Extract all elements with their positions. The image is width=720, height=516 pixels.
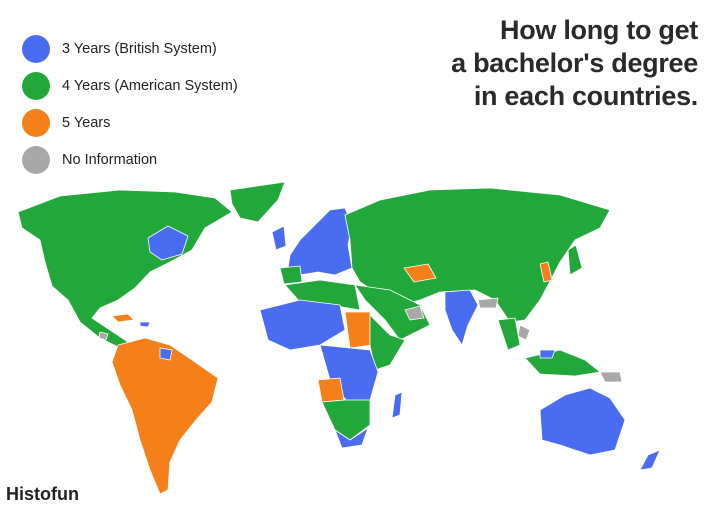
philippines-blue: [539, 349, 556, 359]
green-dot-icon: [22, 71, 50, 100]
png: [599, 371, 623, 383]
indonesia: [524, 349, 601, 377]
legend-label: No Information: [62, 151, 158, 168]
page-title: How long to get a bachelor's degree in e…: [451, 14, 698, 113]
legend: 3 Years (British System) 4 Years (Americ…: [22, 30, 238, 178]
legend-label: 3 Years (British System): [62, 40, 217, 57]
yemen-gray: [404, 305, 425, 321]
southeast-asia: [497, 317, 521, 351]
south-africa: [334, 427, 369, 449]
gray-dot-icon: [22, 145, 50, 174]
legend-label: 4 Years (American System): [62, 77, 238, 94]
turkmenistan: [403, 263, 437, 283]
japan: [567, 244, 583, 276]
guyana: [159, 347, 173, 361]
southeast-asia-gray: [477, 297, 531, 341]
europe-region: [287, 207, 353, 276]
canada-east-region: [147, 225, 189, 261]
uk-ireland: [271, 225, 287, 251]
legend-item-no-info: No Information: [22, 141, 238, 178]
cuba: [111, 313, 135, 323]
caribbean: [139, 321, 151, 328]
east-africa: [369, 314, 406, 371]
angola: [317, 377, 345, 403]
sudan: [344, 311, 373, 349]
india: [444, 289, 479, 346]
africa-west-blue: [259, 299, 346, 351]
new-zealand: [639, 449, 661, 471]
iberia: [279, 265, 303, 285]
title-line: How long to get: [500, 15, 698, 45]
middle-east: [354, 284, 431, 341]
north-america-region: [17, 189, 233, 349]
south-america-region: [111, 337, 219, 495]
australia: [539, 387, 626, 456]
legend-label: 5 Years: [62, 114, 111, 131]
madagascar: [391, 391, 403, 419]
blue-dot-icon: [22, 34, 50, 63]
title-line: in each countries.: [473, 81, 698, 111]
brand-logo: Histofun: [6, 484, 79, 504]
legend-item-4-years: 4 Years (American System): [22, 67, 238, 104]
greenland: [229, 181, 286, 223]
korea: [539, 261, 553, 283]
central-america-gray: [98, 331, 109, 341]
title-line: a bachelor's degree: [451, 48, 698, 78]
orange-dot-icon: [22, 108, 50, 137]
legend-item-5-years: 5 Years: [22, 104, 238, 141]
legend-item-3-years: 3 Years (British System): [22, 30, 238, 67]
